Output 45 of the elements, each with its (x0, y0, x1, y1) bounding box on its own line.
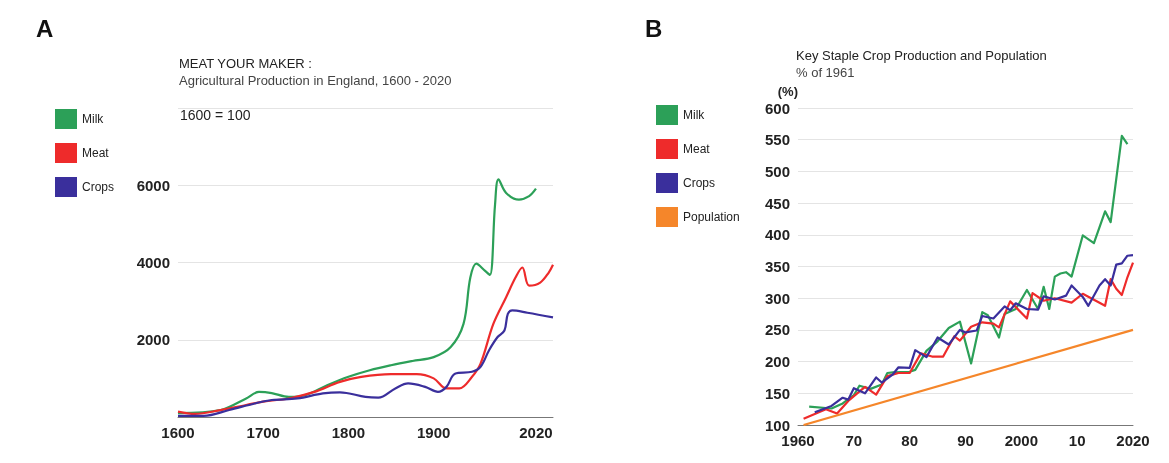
x-tick-label: 90 (957, 432, 974, 449)
chart-title: MEAT YOUR MAKER : (179, 56, 312, 71)
x-tick-label: 1600 (161, 424, 195, 441)
chart-subtitle: % of 1961 (796, 65, 855, 80)
legend-label: Meat (683, 142, 711, 156)
legend-label: Crops (683, 176, 716, 190)
legend-label: Population (683, 210, 740, 224)
y-tick-label: 250 (764, 321, 790, 339)
x-tick-label: 10 (1068, 432, 1086, 449)
y-tick-label: 300 (764, 289, 790, 307)
annotation: 1600 = 100 (180, 107, 251, 123)
y-axis-title: (%) (777, 84, 798, 99)
y-tick-label: 600 (764, 99, 790, 117)
x-tick-label: 2020 (1116, 432, 1150, 449)
chart-subtitle: Agricultural Production in England, 1600 - 2020 (179, 73, 452, 88)
x-tick-label: 1700 (246, 424, 280, 441)
y-tick-label: 150 (764, 384, 790, 402)
line-series (176, 263, 555, 416)
legend-label: Milk (82, 112, 105, 126)
y-tick-label: 400 (764, 226, 790, 244)
x-tick-label: 2020 (519, 424, 553, 441)
x-tick-label: 1960 (781, 432, 815, 449)
y-tick-label: 450 (764, 194, 790, 212)
y-tick-label: 350 (764, 258, 790, 275)
line-series (176, 309, 555, 417)
x-tick-label: 2000 (1004, 432, 1039, 449)
x-tick-label: 1800 (331, 424, 366, 441)
x-tick-label: 1900 (416, 424, 451, 441)
y-tick-label: 4000 (136, 254, 170, 271)
y-tick-label: 550 (764, 131, 790, 149)
legend-label: Meat (82, 146, 110, 160)
y-tick-label: 6000 (136, 176, 170, 194)
line-series (176, 178, 538, 415)
x-tick-label: 70 (845, 432, 863, 449)
y-tick-label: 2000 (136, 331, 170, 349)
legend-label: Crops (82, 180, 115, 194)
y-tick-label: 200 (764, 353, 790, 371)
x-tick-label: 80 (901, 432, 919, 449)
text: A (36, 14, 54, 42)
y-tick-label: 500 (764, 162, 790, 180)
line-series (808, 134, 1129, 410)
y-tick-label: 100 (764, 416, 790, 434)
chart-title: Key Staple Crop Production and Population (796, 48, 1047, 63)
text: B (645, 14, 663, 42)
legend-label: Milk (683, 108, 706, 122)
